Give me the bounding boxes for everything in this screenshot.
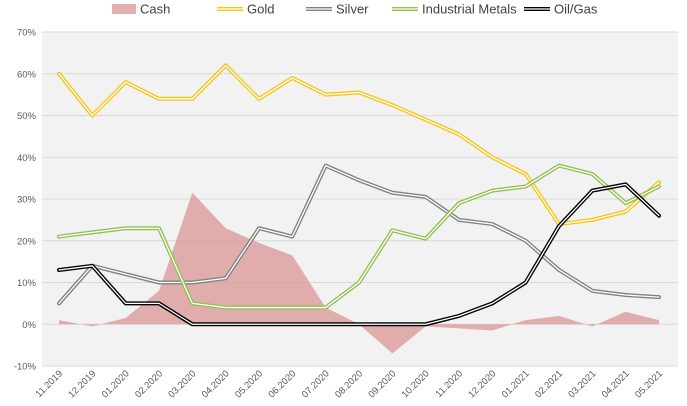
x-tick-label: 06.2020: [266, 368, 298, 400]
legend-label: Cash: [140, 2, 170, 17]
series-oil-gas-line-inner: [58, 183, 660, 325]
x-tick-label: 09.2020: [366, 368, 398, 400]
x-tick-label: 10.2020: [400, 368, 432, 400]
y-tick-label: 70%: [17, 28, 37, 39]
legend-label: Gold: [247, 2, 274, 17]
x-tick-label: 03.2021: [566, 368, 598, 400]
legend-item-industrial-metals: Industrial Metals: [392, 2, 517, 17]
y-tick-label: 50%: [17, 111, 37, 122]
x-axis: 11.2019 12.2019 01.2020 02.2020 03.2020 04.20…: [34, 368, 666, 400]
y-tick-label: 60%: [17, 69, 37, 80]
series-layer: [57, 63, 661, 354]
x-tick-label: 05.2021: [633, 368, 665, 400]
y-tick-label: 20%: [17, 236, 37, 247]
y-tick-label: 10%: [17, 278, 37, 289]
x-tick-label: 04.2021: [600, 368, 632, 400]
x-tick-label: 04.2020: [200, 368, 232, 400]
x-tick-label: 03.2020: [166, 368, 198, 400]
y-axis: -10% 0% 10% 20% 30% 40% 50% 60% 70%: [14, 28, 37, 373]
x-tick-label: 07.2020: [300, 368, 332, 400]
x-tick-label: 02.2020: [133, 368, 165, 400]
x-tick-label: 12.2020: [466, 368, 498, 400]
legend: Cash Gold Silver Industrial Metals Oil/Gas: [112, 2, 598, 17]
x-tick-label: 12.2019: [66, 368, 98, 400]
y-tick-label: 0%: [22, 320, 36, 331]
x-tick-label: 01.2020: [100, 368, 132, 400]
legend-label: Oil/Gas: [554, 2, 598, 17]
y-tick-label: -10%: [14, 362, 37, 373]
series-cash-area: [59, 192, 659, 354]
x-tick-label: 08.2020: [333, 368, 365, 400]
y-tick-label: 30%: [17, 195, 37, 206]
legend-item-silver: Silver: [306, 2, 369, 17]
y-tick-label: 40%: [17, 153, 37, 164]
x-tick-label: 05.2020: [233, 368, 265, 400]
x-tick-label: 01.2021: [500, 368, 532, 400]
x-tick-label: 11.2020: [434, 368, 466, 400]
legend-label: Industrial Metals: [422, 2, 517, 17]
legend-item-oil-gas: Oil/Gas: [524, 2, 598, 17]
x-tick-label: 11.2019: [34, 368, 66, 400]
legend-label: Silver: [336, 2, 369, 17]
legend-swatch: [112, 4, 136, 14]
series-silver-line-inner: [58, 164, 660, 305]
x-tick-label: 02.2021: [533, 368, 565, 400]
series-industrial-metals-line-inner: [58, 164, 660, 309]
legend-item-gold: Gold: [217, 2, 274, 17]
legend-item-cash: Cash: [112, 2, 170, 17]
